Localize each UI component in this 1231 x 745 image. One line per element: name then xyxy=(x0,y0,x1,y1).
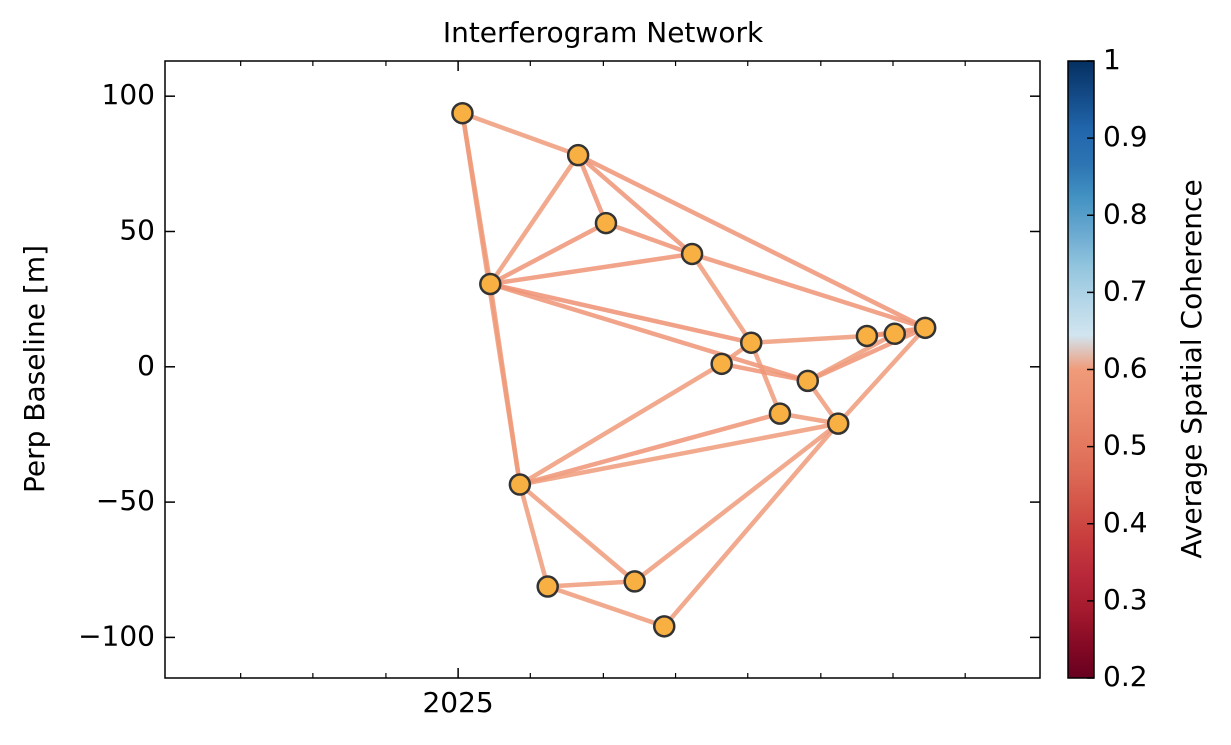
network-edge xyxy=(575,152,695,257)
network-edge xyxy=(488,152,581,287)
y-tick-label: 50 xyxy=(119,213,155,246)
network-edge xyxy=(689,251,754,345)
node xyxy=(883,322,906,346)
network-edge xyxy=(662,421,841,629)
node xyxy=(508,473,532,496)
network-edge xyxy=(545,584,667,629)
network-edge xyxy=(460,110,581,158)
node xyxy=(653,615,676,638)
node xyxy=(594,211,618,235)
node xyxy=(826,412,850,435)
node xyxy=(536,575,559,598)
y-tick-label: −100 xyxy=(78,619,155,652)
colorbar-tick-label: 0.5 xyxy=(1103,429,1148,462)
node xyxy=(796,369,820,393)
colorbar-label: Average Spatial Coherence xyxy=(1175,179,1208,558)
network-edge xyxy=(545,579,637,589)
y-tick-label: −50 xyxy=(96,484,155,517)
node xyxy=(479,272,502,296)
colorbar-tick-label: 0.4 xyxy=(1103,506,1148,539)
node xyxy=(710,352,733,376)
network-edge xyxy=(748,340,783,416)
node xyxy=(680,242,704,266)
node xyxy=(855,324,879,348)
network-edge xyxy=(517,482,550,589)
network-edge xyxy=(719,361,811,384)
network-edge xyxy=(835,325,928,426)
node xyxy=(566,143,590,167)
chart-title: Interferogram Network xyxy=(443,16,764,49)
network-edge xyxy=(488,220,609,287)
node xyxy=(451,101,474,125)
network-edge xyxy=(488,281,811,384)
network-edge xyxy=(488,281,523,487)
colorbar-tick-label: 1 xyxy=(1103,43,1121,76)
colorbar-tick-label: 0.7 xyxy=(1103,274,1148,307)
colorbar-tick-label: 0.2 xyxy=(1103,660,1148,693)
node xyxy=(623,570,646,593)
y-tick-label: 100 xyxy=(102,78,155,111)
network-edge xyxy=(748,333,870,345)
network-edge xyxy=(689,251,928,331)
node xyxy=(739,331,763,354)
y-axis-label: Perp Baseline [m] xyxy=(18,245,51,493)
plot-frame xyxy=(164,60,1041,679)
network-edge xyxy=(575,152,609,226)
x-tick-label: 2025 xyxy=(422,686,493,719)
network-edge xyxy=(517,361,724,487)
network-edge xyxy=(517,411,783,487)
colorbar-tick-label: 0.3 xyxy=(1103,583,1148,616)
network-edge xyxy=(632,421,841,584)
network-edge xyxy=(517,482,637,584)
network-edge xyxy=(488,251,695,287)
network-edge xyxy=(488,281,754,345)
colorbar-tick-label: 0.6 xyxy=(1103,352,1148,385)
network-edge xyxy=(517,421,841,487)
colorbar-tick-label: 0.9 xyxy=(1103,120,1148,153)
node xyxy=(913,316,937,340)
colorbar-tick-label: 0.8 xyxy=(1103,197,1148,230)
network-edge xyxy=(603,220,695,257)
node xyxy=(768,402,792,425)
network-edge xyxy=(575,152,928,331)
network-edge xyxy=(805,331,897,384)
y-tick-label: 0 xyxy=(137,349,155,382)
